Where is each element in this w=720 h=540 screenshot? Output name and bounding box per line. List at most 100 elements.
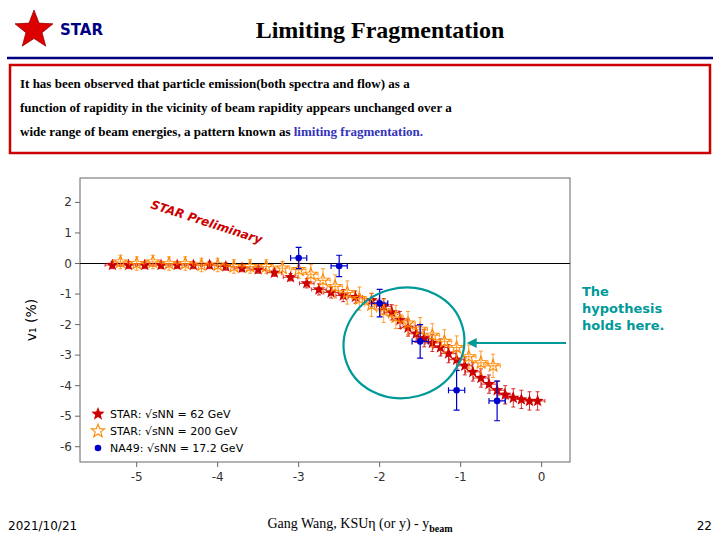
x-tick-label: -3 [293, 470, 305, 484]
marker [390, 310, 402, 322]
marker [295, 255, 302, 262]
plot-area [105, 247, 545, 420]
marker [463, 350, 475, 362]
marker [402, 317, 414, 329]
y-error-bar [336, 255, 342, 276]
y-tick [75, 355, 80, 356]
x-error-bar [449, 387, 465, 393]
x-tick [541, 462, 542, 467]
x-tick [460, 462, 461, 467]
y-tick [75, 446, 80, 447]
marker [531, 394, 543, 406]
series [291, 247, 506, 420]
text-box: It has been observed that particle emiss… [10, 65, 710, 153]
highlight-arrow-head [467, 338, 477, 348]
footer: 2021/10/21 Gang Wang, KSUη (or y) - ybeam… [8, 516, 712, 534]
chart: STAR Limiting Fragmentation It has been ob… [0, 0, 720, 540]
highlight-ellipse [331, 274, 477, 412]
x-error-bar [291, 255, 307, 261]
marker [483, 378, 495, 390]
marker [147, 255, 159, 267]
y-axis-label: v₁ (%) [23, 299, 39, 342]
marker [131, 257, 143, 269]
marker [317, 274, 329, 286]
x-error-bar [372, 300, 388, 306]
x-tick-label: -4 [212, 470, 224, 484]
series [105, 259, 545, 411]
y-tick [75, 202, 80, 203]
x-error-bar [331, 263, 347, 269]
text-box-part: limiting fragmentation [294, 124, 421, 139]
y-tick-label: 2 [64, 195, 72, 209]
x-error-bar [412, 338, 428, 344]
footer-center-main: Gang Wang, KSUη (or y) - y [267, 516, 429, 532]
y-tick-label: -2 [60, 318, 72, 332]
x-error-bar [489, 398, 505, 404]
note-line: hypothesis [582, 301, 662, 316]
y-tick [75, 263, 80, 264]
text-box-part: . [420, 124, 423, 139]
note-line: The [582, 284, 609, 299]
marker [376, 300, 383, 307]
marker [163, 257, 175, 269]
x-tick [136, 462, 137, 467]
marker [417, 338, 424, 345]
header-rule [7, 57, 713, 60]
marker [336, 263, 343, 270]
marker [450, 341, 462, 353]
marker [341, 286, 353, 298]
y-tick [75, 232, 80, 233]
legend-label: STAR: √sNN = 62 GeV [110, 408, 231, 421]
x-tick [217, 462, 218, 467]
text-box-line: It has been observed that particle emiss… [20, 76, 410, 91]
marker [95, 445, 102, 452]
series [113, 255, 500, 377]
y-error-bar [296, 247, 302, 268]
axes: -5-4-3-2-10-6-5-4-3-2-1012 [60, 178, 570, 484]
marker [195, 259, 207, 271]
footer-center: Gang Wang, KSUη (or y) - ybeam [267, 516, 453, 534]
watermark: STAR Preliminary [149, 198, 265, 248]
y-error-bar [494, 381, 500, 421]
marker [487, 359, 499, 371]
x-tick-label: -2 [374, 470, 386, 484]
marker [91, 424, 104, 437]
y-tick-label: 0 [64, 257, 72, 271]
text-box-part: wide range of beam energies, a pattern k… [20, 124, 294, 139]
legend: STAR: √sNN = 62 GeVSTAR: √sNN = 200 GeVN… [91, 407, 243, 455]
marker [244, 260, 256, 272]
marker [305, 268, 317, 280]
y-tick [75, 294, 80, 295]
text-box-line: wide range of beam energies, a pattern k… [20, 124, 423, 139]
plot-frame [80, 178, 570, 462]
text-box-frame [10, 65, 710, 153]
marker [438, 335, 450, 347]
highlight-arrow [475, 342, 566, 344]
y-tick-label: -1 [60, 287, 72, 301]
marker [260, 260, 272, 272]
marker [228, 260, 240, 272]
logo: STAR [15, 10, 103, 46]
marker [212, 259, 224, 271]
footer-right: 22 [697, 519, 712, 533]
marker [276, 262, 288, 274]
marker [91, 407, 104, 420]
y-tick-label: -6 [60, 440, 72, 454]
x-tick-label: -1 [455, 470, 467, 484]
marker [329, 280, 341, 292]
marker [114, 255, 126, 267]
legend-label: NA49: √sNN = 17.2 GeV [110, 442, 244, 455]
text-box-line: function of rapidity in the vicinity of … [20, 100, 452, 115]
footer-left: 2021/10/21 [8, 519, 77, 533]
y-error-bar [454, 370, 460, 410]
marker [494, 398, 501, 405]
y-tick [75, 324, 80, 325]
marker [179, 257, 191, 269]
x-tick-label: 0 [538, 470, 546, 484]
note: Thehypothesisholds here. [582, 284, 664, 333]
title: Limiting Fragmentation [256, 17, 505, 43]
marker [453, 387, 460, 394]
logo-text: STAR [60, 21, 103, 39]
marker [515, 393, 527, 405]
marker [475, 356, 487, 368]
